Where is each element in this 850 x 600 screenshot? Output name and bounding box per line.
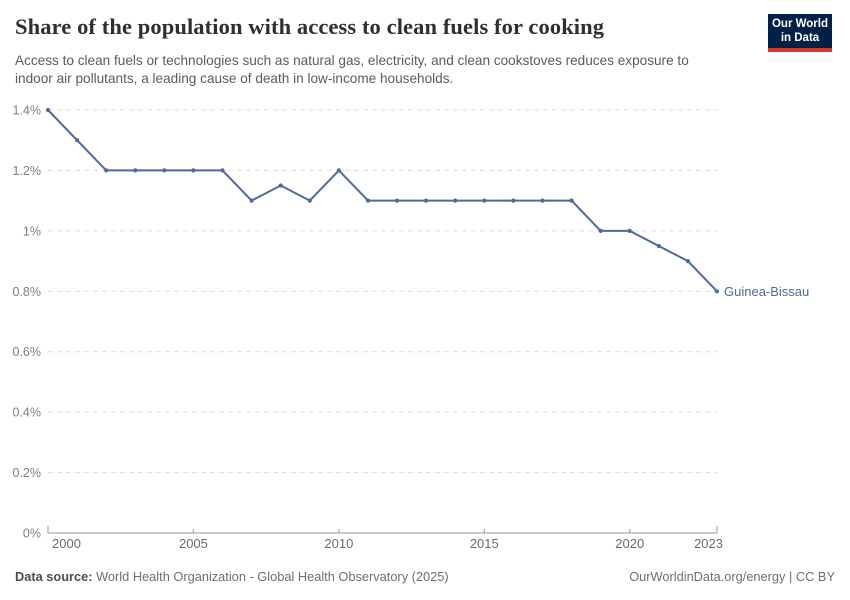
- x-axis-label: 2023: [694, 536, 723, 551]
- data-source: Data source: World Health Organization -…: [15, 569, 449, 584]
- chart-title: Share of the population with access to c…: [15, 14, 605, 39]
- data-point[interactable]: [75, 138, 80, 143]
- data-point[interactable]: [133, 168, 138, 173]
- data-point[interactable]: [627, 228, 632, 233]
- series-end-label: Guinea-Bissau: [724, 284, 809, 299]
- data-source-label: Data source:: [15, 569, 93, 584]
- data-point[interactable]: [511, 198, 516, 203]
- line-chart: 0% 0.2% 0.4% 0.6% 0.8% 1% 1.2% 1.4% 2000 2005 2010…: [13, 104, 810, 552]
- data-line-guinea-bissau[interactable]: [47, 109, 718, 293]
- data-point[interactable]: [278, 183, 283, 188]
- data-point[interactable]: [191, 168, 196, 173]
- y-axis-label: 1%: [23, 224, 41, 238]
- x-axis-label: 2005: [179, 536, 208, 551]
- data-point[interactable]: [453, 198, 458, 203]
- chart-footer: Data source: World Health Organization -…: [15, 569, 835, 584]
- data-point[interactable]: [540, 198, 545, 203]
- data-point[interactable]: [162, 168, 167, 173]
- data-source-value: World Health Organization - Global Healt…: [92, 569, 449, 584]
- y-axis-label: 1.4%: [13, 104, 42, 118]
- y-axis-label: 1.2%: [13, 164, 42, 178]
- data-point[interactable]: [482, 198, 487, 203]
- x-axis-label: 2010: [324, 536, 353, 551]
- owid-logo: Our World in Data: [768, 14, 832, 52]
- y-axis-label: 0.2%: [13, 466, 42, 480]
- data-point[interactable]: [249, 198, 254, 203]
- data-point[interactable]: [569, 198, 574, 203]
- data-point[interactable]: [394, 198, 400, 203]
- data-point[interactable]: [656, 243, 661, 249]
- data-point[interactable]: [104, 168, 109, 173]
- y-axis-label: 0%: [23, 527, 41, 541]
- y-axis-label: 0.6%: [13, 345, 42, 359]
- data-point[interactable]: [220, 168, 225, 173]
- data-point[interactable]: [598, 228, 603, 233]
- data-point[interactable]: [714, 289, 720, 294]
- owid-logo-line1: Our World: [771, 17, 828, 30]
- data-point[interactable]: [424, 198, 429, 203]
- x-axis-label: 2015: [470, 536, 499, 551]
- data-point[interactable]: [365, 198, 371, 203]
- data-point[interactable]: [336, 168, 341, 173]
- credit-line: OurWorldinData.org/energy | CC BY: [629, 569, 835, 584]
- data-point[interactable]: [685, 259, 691, 264]
- x-axis-label: 2020: [615, 536, 644, 551]
- chart-subtitle: Access to clean fuels or technologies su…: [15, 53, 689, 86]
- y-axis-label: 0.8%: [13, 285, 42, 299]
- y-axis-label: 0.4%: [13, 406, 42, 420]
- data-point[interactable]: [307, 198, 312, 203]
- owid-logo-line2: in Data: [780, 32, 820, 44]
- data-point[interactable]: [45, 107, 51, 113]
- x-axis-label: 2000: [52, 536, 81, 551]
